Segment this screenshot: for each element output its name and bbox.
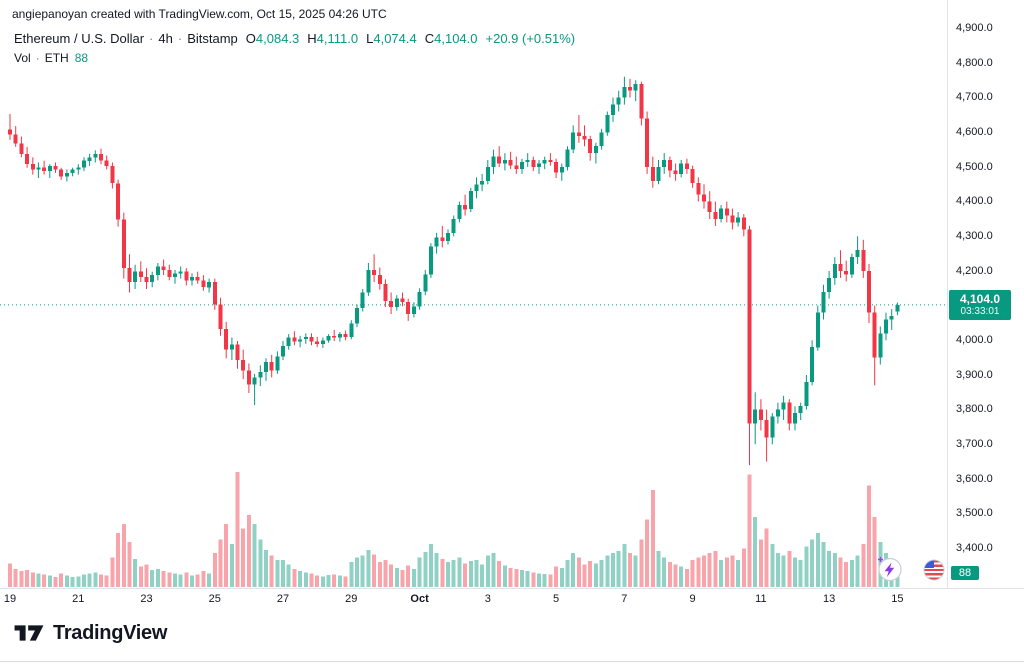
time-tick-label: 27 — [276, 593, 290, 605]
volume-value: 88 — [74, 51, 89, 65]
legend-separator: · — [35, 51, 40, 65]
ohlc-values: O4,084.3 H4,111.0 L4,074.4 C4,104.0 +20.9 (+… — [238, 31, 575, 46]
time-tick-label: 23 — [140, 593, 153, 605]
change-value: +20.9 (+0.51%) — [485, 31, 576, 46]
time-tick-label: 13 — [823, 593, 836, 605]
time-tick-label: 5 — [553, 593, 560, 605]
chart-legend: Ethereum / U.S. Dollar · 4h · Bitstamp O4,084… — [14, 31, 575, 65]
price-tick-label: 3,400.0 — [956, 542, 993, 554]
price-tick-label: 4,600.0 — [956, 126, 993, 138]
attribution-text: angiepanoyan created with TradingView.co… — [12, 7, 387, 21]
price-tick-label: 4,800.0 — [956, 56, 993, 69]
price-tick-label: 3,600.0 — [956, 472, 993, 485]
bottom-divider — [0, 661, 1024, 662]
price-tick-label: 4,300.0 — [956, 230, 993, 242]
time-tick-label: 11 — [755, 593, 767, 605]
price-tick-label: 4,900.0 — [956, 22, 993, 34]
price-tick-label: 4,200.0 — [956, 264, 993, 277]
price-axis[interactable]: 4,104.0 03:33:01 88 4,900.0 4,800.0 4,700.… — [947, 0, 1024, 588]
price-tick-label: 4,700.0 — [956, 91, 993, 104]
time-tick-label: 19 — [3, 593, 17, 605]
exchange-label[interactable]: Bitstamp — [187, 31, 238, 46]
high-value: 4,111.0 — [316, 31, 359, 46]
low-label: L — [366, 31, 374, 46]
last-price-value: 4,104.0 — [959, 291, 1001, 306]
time-tick-label: Oct — [410, 593, 429, 605]
tradingview-logo-text: TradingView — [53, 621, 168, 644]
price-tick-label: 3,800.0 — [956, 403, 993, 416]
interval-label[interactable]: 4h — [158, 31, 173, 46]
last-price-badge: 4,104.0 03:33:01 — [949, 289, 1011, 320]
legend-separator: · — [149, 31, 154, 46]
price-tick-label: 3,900.0 — [956, 368, 993, 381]
price-tick-label: 4,500.0 — [956, 160, 993, 173]
price-tick-label: 4,400.0 — [956, 195, 993, 208]
symbol-title[interactable]: Ethereum / U.S. Dollar — [14, 31, 145, 46]
low-value: 4,074.4 — [373, 31, 417, 46]
close-value: 4,104.0 — [434, 31, 478, 46]
volume-label[interactable]: Vol — [14, 51, 31, 65]
price-tick-label: 4,000.0 — [956, 334, 993, 346]
open-value: 4,084.3 — [255, 31, 300, 46]
time-tick-label: 21 — [72, 593, 85, 605]
volume-symbol: ETH — [44, 51, 69, 65]
lightning-icon — [878, 557, 902, 582]
tradingview-logo-link[interactable]: TradingView — [12, 620, 167, 646]
price-tick-label: 3,500.0 — [956, 507, 993, 520]
symbol-legend-row: Ethereum / U.S. Dollar · 4h · Bitstamp O4,084… — [14, 31, 575, 46]
candlestick-chart[interactable] — [0, 0, 947, 588]
close-label: C — [424, 31, 435, 46]
time-axis[interactable]: 19 21 23 25 27 29 Oct 3 5 7 9 11 13 15 — [0, 588, 1024, 611]
time-tick-label: 29 — [345, 593, 358, 605]
time-tick-label: 3 — [484, 593, 491, 605]
price-tick-label: 3,700.0 — [956, 438, 993, 450]
legend-separator: · — [177, 31, 183, 46]
economic-event-us-flag-marker[interactable] — [923, 559, 945, 581]
lightning-boost-marker[interactable] — [874, 553, 904, 583]
high-label: H — [307, 31, 317, 46]
time-tick-label: 7 — [621, 593, 628, 605]
time-tick-label: 9 — [689, 593, 696, 605]
volume-axis-badge: 88 — [951, 566, 979, 580]
time-tick-label: 15 — [891, 593, 904, 605]
time-tick-label: 25 — [208, 593, 221, 605]
tradingview-logo-icon — [14, 625, 44, 641]
open-label: O — [245, 31, 256, 46]
bar-countdown: 03:33:01 — [960, 305, 1000, 317]
us-flag-icon — [923, 559, 945, 581]
volume-legend-row: Vol · ETH 88 — [14, 51, 575, 65]
